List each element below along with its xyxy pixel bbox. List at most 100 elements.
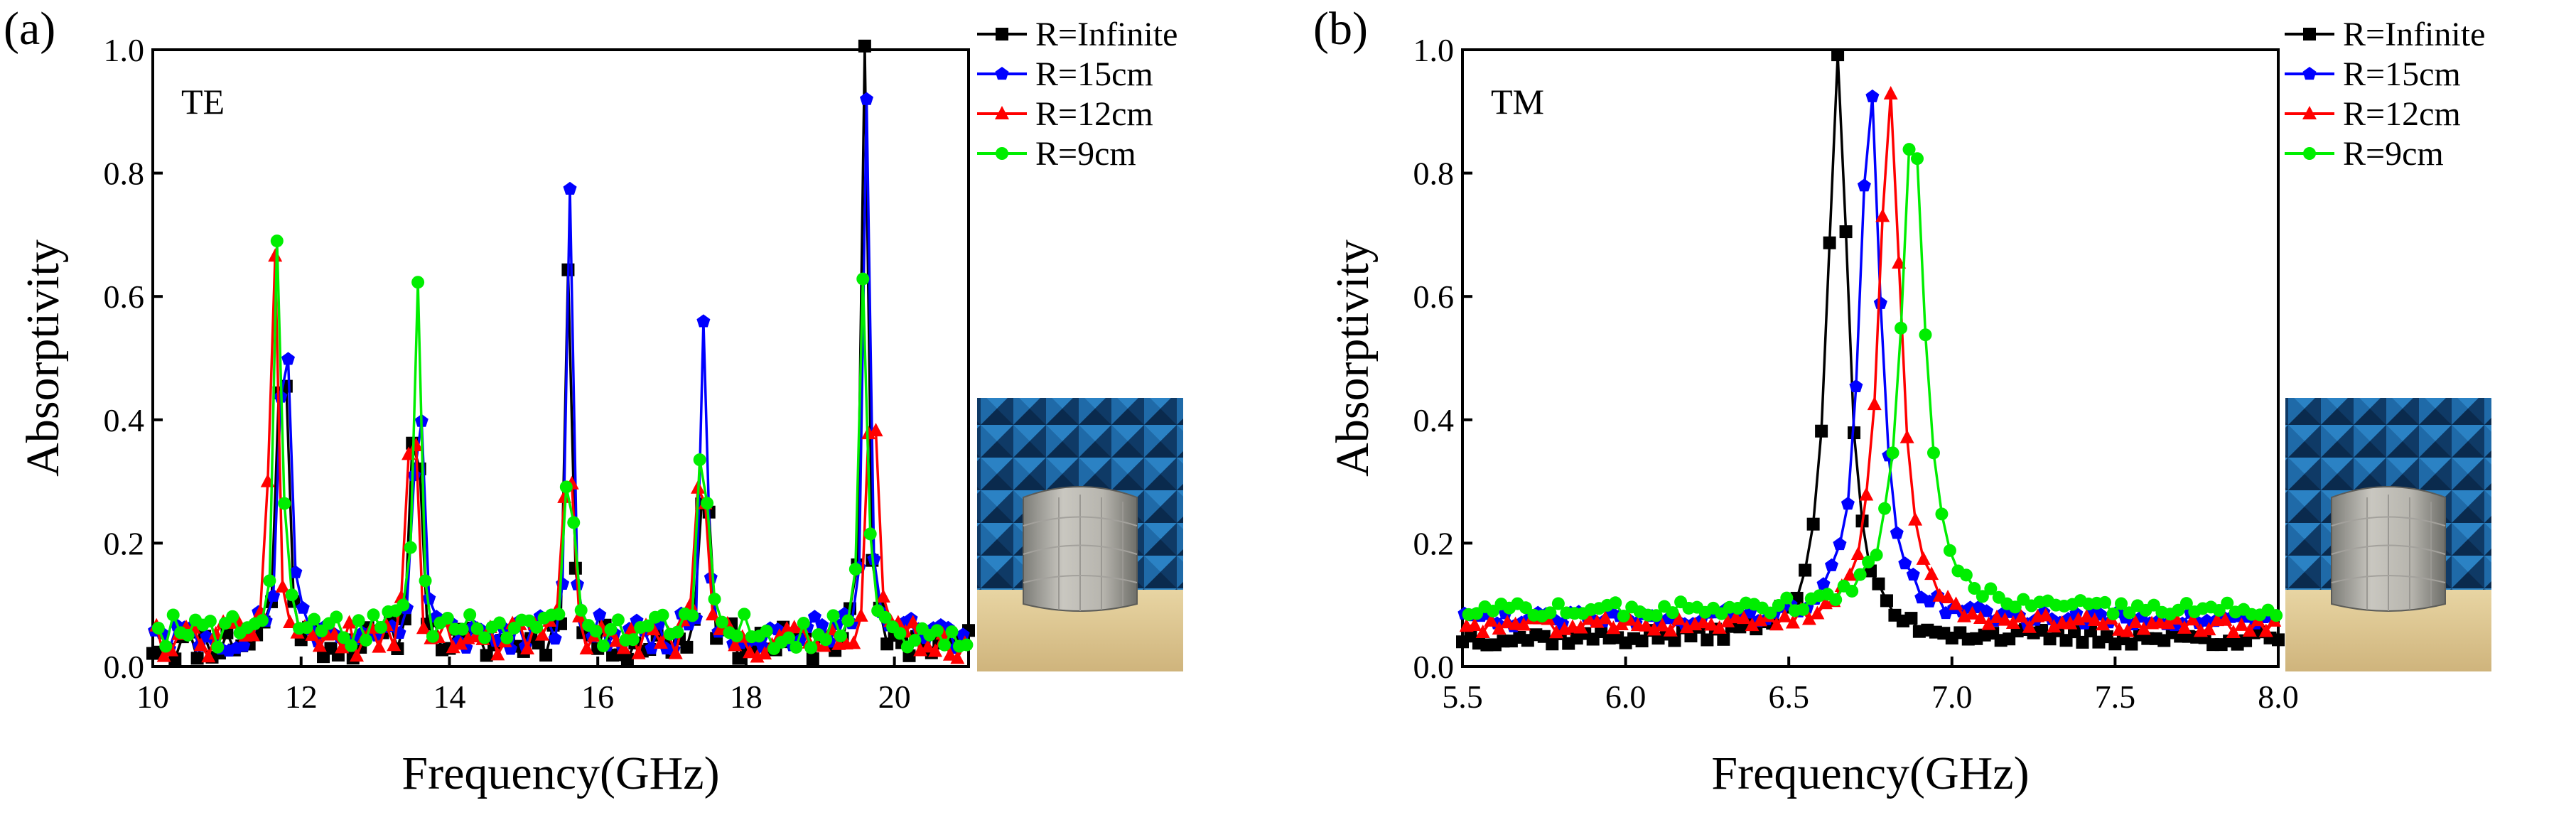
data-point bbox=[860, 92, 873, 105]
data-point bbox=[1906, 567, 1920, 581]
data-point bbox=[1857, 178, 1871, 192]
data-point bbox=[875, 589, 890, 603]
panel-a: (a) 0.0 0.2 0.4 0.6 0.8 1.0 10 12 14 16 18 20 TE A… bbox=[4, 3, 1183, 799]
y-tick-label: 0.8 bbox=[104, 156, 145, 192]
x-tick-label: 6.5 bbox=[1768, 679, 1809, 715]
data-point bbox=[507, 621, 521, 635]
legend-marker bbox=[2302, 67, 2317, 80]
data-point bbox=[2226, 624, 2241, 638]
data-point bbox=[1959, 568, 1973, 582]
data-point bbox=[278, 497, 291, 510]
data-point bbox=[656, 608, 669, 622]
data-point bbox=[2008, 600, 2022, 614]
series-r-9cm bbox=[151, 234, 974, 655]
data-point bbox=[893, 627, 907, 640]
data-point bbox=[846, 635, 861, 649]
data-point bbox=[1839, 225, 1853, 239]
data-point bbox=[193, 637, 208, 652]
data-point bbox=[151, 621, 165, 635]
data-point bbox=[422, 591, 436, 605]
panel-b: (b) 0.0 0.2 0.4 0.6 0.8 1.0 5.5 6.0 6.5 7.0 7.5 8.… bbox=[1313, 3, 2491, 799]
data-point bbox=[453, 636, 468, 650]
data-point bbox=[930, 624, 944, 637]
y-tick-label: 0.2 bbox=[1413, 525, 1455, 561]
data-point bbox=[1597, 610, 1612, 625]
plot-frame-b bbox=[1461, 48, 2280, 668]
data-point bbox=[1484, 612, 1499, 627]
y-tick-label: 0.4 bbox=[104, 402, 145, 438]
data-point bbox=[807, 610, 821, 623]
data-point bbox=[1989, 610, 2004, 624]
data-point bbox=[715, 615, 728, 629]
data-point bbox=[641, 619, 654, 632]
data-point bbox=[834, 629, 847, 642]
data-point bbox=[1919, 328, 1932, 342]
legend-item: R=Infinite bbox=[977, 16, 1177, 53]
data-point bbox=[806, 652, 819, 666]
legend-item: R=9cm bbox=[2285, 135, 2444, 173]
data-point bbox=[913, 642, 928, 657]
data-point bbox=[2120, 623, 2135, 637]
data-point bbox=[2087, 612, 2102, 627]
data-point bbox=[604, 622, 618, 636]
legend-item: R=12cm bbox=[977, 95, 1153, 133]
series-r-9cm bbox=[1462, 143, 2283, 623]
legend-label: R=Infinite bbox=[2343, 16, 2485, 53]
data-point bbox=[815, 617, 829, 631]
data-point bbox=[1617, 609, 1630, 622]
data-point bbox=[853, 608, 868, 622]
data-point bbox=[804, 641, 818, 654]
inset-photo-b bbox=[2285, 398, 2491, 671]
data-point bbox=[2185, 612, 2200, 626]
data-point bbox=[1801, 611, 1816, 625]
data-point bbox=[653, 635, 668, 649]
data-point bbox=[1904, 612, 1918, 625]
data-point bbox=[1492, 621, 1507, 635]
data-point bbox=[2202, 622, 2216, 636]
data-point bbox=[858, 39, 871, 53]
data-point bbox=[1671, 611, 1686, 625]
data-point bbox=[480, 649, 493, 662]
data-point bbox=[1516, 617, 1531, 631]
data-point bbox=[2079, 609, 2094, 623]
x-tick-label: 6.0 bbox=[1605, 679, 1647, 715]
x-tick-label: 5.5 bbox=[1442, 679, 1483, 715]
data-point bbox=[1867, 396, 1882, 411]
data-point bbox=[1949, 596, 1963, 610]
data-point bbox=[1655, 617, 1670, 632]
data-point bbox=[668, 645, 683, 659]
data-point bbox=[1965, 605, 1980, 620]
data-point bbox=[360, 633, 373, 647]
data-point bbox=[2212, 603, 2226, 617]
x-tick-label: 12 bbox=[285, 679, 318, 715]
data-point bbox=[456, 622, 469, 636]
panel-label-a: (a) bbox=[4, 3, 55, 55]
data-point bbox=[2234, 617, 2249, 631]
data-point bbox=[255, 614, 269, 627]
series-line bbox=[1468, 146, 2278, 618]
data-point bbox=[819, 633, 833, 647]
data-point bbox=[552, 608, 566, 621]
data-point bbox=[1777, 608, 1792, 622]
data-point bbox=[312, 638, 327, 652]
data-point bbox=[563, 181, 577, 195]
data-point bbox=[1878, 502, 1892, 515]
data-point bbox=[372, 639, 387, 653]
data-point bbox=[300, 621, 313, 635]
legend-marker bbox=[2303, 147, 2316, 160]
data-point bbox=[2093, 608, 2108, 621]
data-point bbox=[908, 634, 922, 647]
data-point bbox=[789, 640, 803, 654]
data-point bbox=[335, 639, 350, 654]
data-point bbox=[2014, 609, 2029, 623]
data-point bbox=[942, 647, 957, 661]
data-point bbox=[928, 643, 943, 657]
data-point bbox=[1635, 635, 1649, 648]
data-point bbox=[1841, 497, 1855, 510]
data-point bbox=[1883, 86, 1898, 100]
data-point bbox=[2179, 597, 2193, 610]
legend-marker bbox=[995, 106, 1009, 119]
panel-label-b: (b) bbox=[1313, 3, 1368, 55]
